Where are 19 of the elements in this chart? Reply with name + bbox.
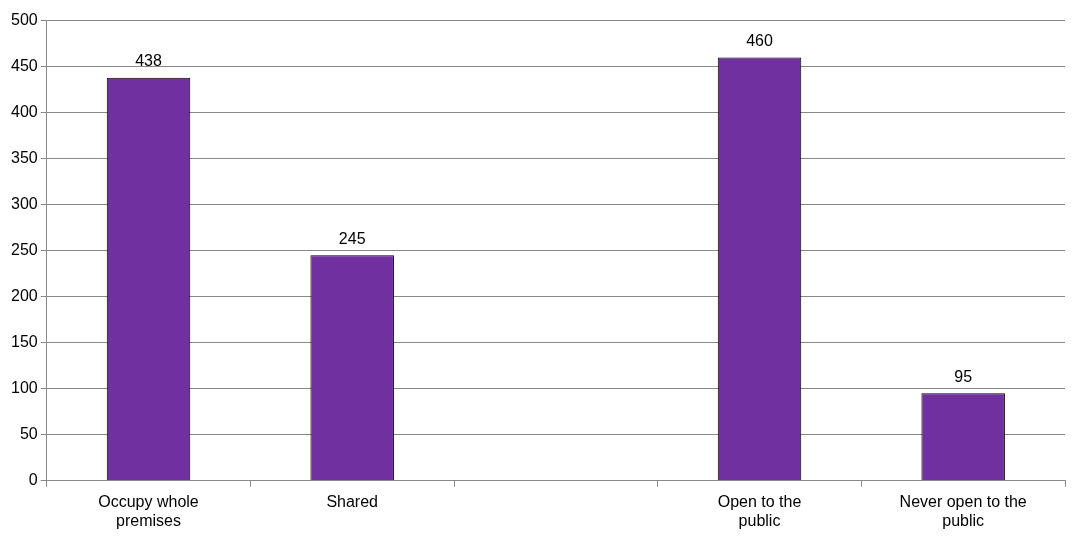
- x-tick-label: Shared: [326, 492, 378, 510]
- y-tick-label: 450: [10, 57, 38, 75]
- y-tick-label: 400: [10, 103, 38, 121]
- x-tick-label: Never open to the public: [899, 492, 1027, 529]
- y-tick-label: 100: [10, 379, 38, 397]
- y-tick-label: 250: [10, 241, 38, 259]
- x-tick-label: Open to the public: [717, 492, 802, 529]
- y-tick-label: 50: [19, 425, 38, 443]
- y-tick-label: 300: [10, 195, 38, 213]
- y-tick-label: 200: [10, 287, 38, 305]
- data-label: 460: [746, 31, 773, 49]
- data-label: 95: [954, 367, 973, 385]
- y-tick-label: 500: [10, 11, 38, 29]
- data-label: 245: [338, 229, 366, 247]
- y-tick-label: 150: [10, 333, 38, 351]
- data-label: 438: [135, 52, 162, 70]
- y-tick-label: 350: [10, 149, 38, 167]
- y-tick-label: 0: [28, 471, 38, 489]
- x-tick-label: Occupy whole premises: [98, 492, 199, 529]
